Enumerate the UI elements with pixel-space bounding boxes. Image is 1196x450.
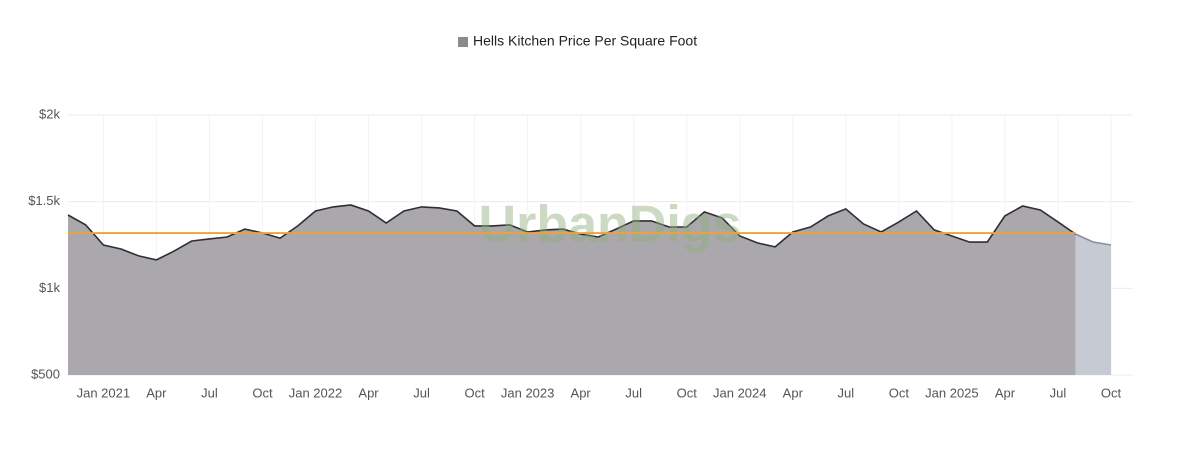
area xyxy=(1075,234,1111,375)
x-tick-label: Jan 2024 xyxy=(713,385,767,400)
x-tick-label: Jul xyxy=(201,385,218,400)
x-tick-label: Jan 2022 xyxy=(289,385,343,400)
x-tick-label: Jul xyxy=(413,385,430,400)
watermark: UrbanDigs xyxy=(479,196,742,254)
legend-label[interactable]: Hells Kitchen Price Per Square Foot xyxy=(473,33,697,49)
x-tick-label: Apr xyxy=(995,385,1016,400)
legend-swatch xyxy=(458,37,468,47)
x-tick-label: Oct xyxy=(1101,385,1122,400)
x-tick-label: Apr xyxy=(358,385,379,400)
y-tick-label: $1k xyxy=(39,280,60,295)
y-tick-label: $1.5k xyxy=(28,193,60,208)
x-tick-label: Apr xyxy=(571,385,592,400)
y-tick-label: $2k xyxy=(39,106,60,121)
x-tick-label: Jul xyxy=(1050,385,1067,400)
x-tick-label: Jan 2021 xyxy=(77,385,131,400)
area xyxy=(68,205,1076,375)
x-tick-label: Oct xyxy=(889,385,910,400)
x-tick-label: Apr xyxy=(146,385,167,400)
x-tick-label: Oct xyxy=(677,385,698,400)
x-tick-label: Jan 2025 xyxy=(925,385,979,400)
x-tick-label: Oct xyxy=(252,385,273,400)
x-tick-label: Oct xyxy=(464,385,485,400)
x-tick-label: Jul xyxy=(838,385,855,400)
x-tick-label: Jan 2023 xyxy=(501,385,555,400)
y-tick-label: $500 xyxy=(31,366,60,381)
line xyxy=(1075,233,1112,246)
x-tick-label: Apr xyxy=(783,385,804,400)
x-tick-label: Jul xyxy=(625,385,642,400)
